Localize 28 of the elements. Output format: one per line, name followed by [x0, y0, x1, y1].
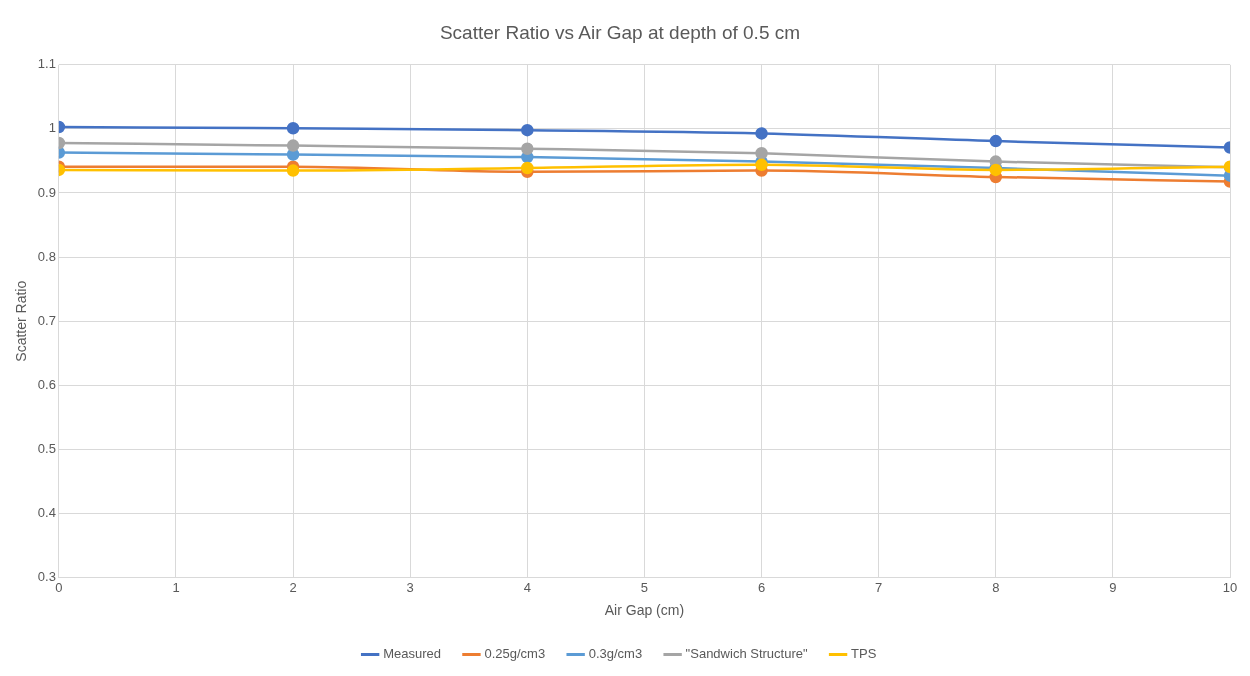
y-axis-title: Scatter Ratio — [13, 280, 30, 362]
legend-label: Measured — [383, 646, 441, 662]
x-tick-label: 7 — [875, 579, 883, 595]
legend-label: "Sandwich Structure" — [685, 646, 808, 662]
x-tick-label: 6 — [757, 579, 766, 595]
y-tick-label: 0.9 — [37, 184, 56, 200]
x-tick-label: 8 — [992, 579, 1000, 595]
x-tick-label: 3 — [406, 579, 414, 595]
y-tick-label: 0.5 — [37, 440, 56, 456]
y-tick-label: 1 — [48, 120, 56, 136]
y-tick-label: 0.6 — [37, 376, 56, 392]
y-tick-label: 0.7 — [37, 312, 56, 328]
legend-label: TPS — [851, 646, 877, 662]
y-tick-label: 0.8 — [37, 248, 56, 264]
x-axis-title: Air Gap (cm) — [604, 602, 685, 619]
x-tick-label: 0 — [55, 579, 63, 595]
x-tick-label: 5 — [640, 579, 649, 595]
y-tick-label: 1.1 — [37, 56, 56, 72]
x-tick-label: 10 — [1222, 579, 1238, 595]
chart-title: Scatter Ratio vs Air Gap at depth of 0.5 cm — [439, 21, 801, 43]
y-tick-label: 0.3 — [37, 569, 56, 585]
legend-label: 0.3g/cm3 — [588, 646, 643, 662]
legend-label: 0.25g/cm3 — [484, 646, 546, 662]
x-tick-label: 9 — [1109, 579, 1117, 595]
x-tick-label: 1 — [172, 579, 180, 595]
x-tick-label: 2 — [289, 579, 297, 595]
y-tick-label: 0.4 — [37, 505, 56, 521]
x-tick-label: 4 — [523, 579, 531, 595]
